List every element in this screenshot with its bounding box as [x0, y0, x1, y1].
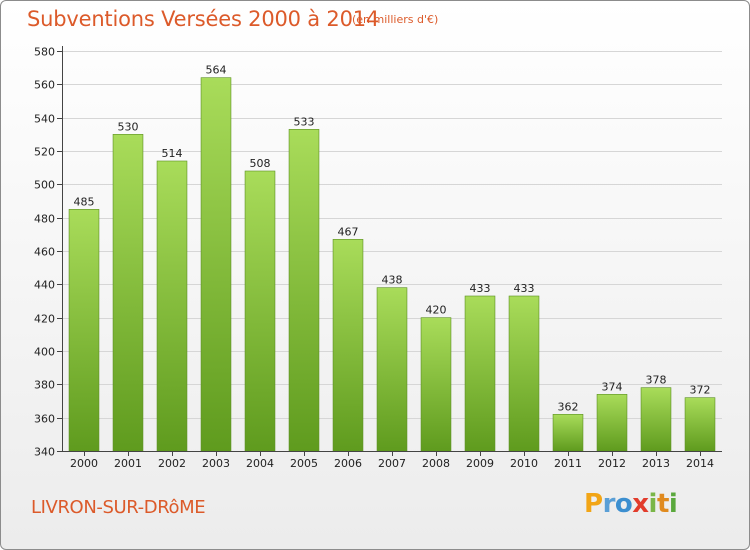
bar-value-label: 433 — [470, 282, 491, 295]
logo-letter: r — [602, 489, 616, 519]
y-tick-label: 520 — [34, 146, 55, 159]
x-tick-label: 2003 — [202, 457, 230, 470]
y-tick-label: 380 — [34, 379, 55, 392]
x-tick-label: 2002 — [158, 457, 186, 470]
bar-value-label: 533 — [294, 115, 315, 128]
bar-2006 — [332, 239, 364, 452]
bar-2010 — [508, 295, 540, 452]
x-tick-label: 2000 — [70, 457, 98, 470]
bar-value-label: 467 — [338, 225, 359, 238]
logo-letter: P — [584, 489, 603, 519]
y-tick-label: 360 — [34, 413, 55, 426]
proxiti-logo: Proxiti — [584, 489, 678, 519]
x-tick-label: 2001 — [114, 457, 142, 470]
x-tick-label: 2012 — [598, 457, 626, 470]
x-tick-label: 2005 — [290, 457, 318, 470]
logo-letter: x — [632, 489, 649, 519]
bar-2004 — [244, 170, 276, 452]
x-tick-label: 2007 — [378, 457, 406, 470]
bars: 485 530 514 564 508 533 467 438 420 433 433 362 374 3… — [68, 64, 716, 452]
bar-2009 — [464, 295, 496, 452]
bar-2012 — [596, 394, 628, 452]
units-note: (en milliers d'€) — [352, 13, 439, 26]
x-tick-label: 2004 — [246, 457, 274, 470]
bar-value-label: 485 — [74, 195, 95, 208]
bar-value-label: 514 — [162, 147, 183, 160]
y-tick-label: 480 — [34, 213, 55, 226]
bar-value-label: 433 — [514, 282, 535, 295]
bar-2013 — [640, 387, 672, 452]
bar-2002 — [156, 160, 188, 452]
y-tick-label: 580 — [34, 46, 55, 59]
x-tick-label: 2013 — [642, 457, 670, 470]
bar-value-label: 374 — [602, 380, 623, 393]
axes: 340 360 380 400 420 440 460 480 500 520 540 560 580 2… — [34, 46, 722, 470]
bar-value-label: 378 — [646, 374, 667, 387]
logo-letter: i — [648, 489, 658, 519]
x-tick-label: 2014 — [686, 457, 714, 470]
bar-value-label: 420 — [426, 304, 447, 317]
y-tick-label: 460 — [34, 246, 55, 259]
bar-value-label: 508 — [250, 157, 271, 170]
y-tick-label: 420 — [34, 313, 55, 326]
y-tick-label: 440 — [34, 279, 55, 292]
chart-title: Subventions Versées 2000 à 2014 — [27, 7, 380, 31]
bar-2014 — [684, 397, 716, 452]
logo-letter: o — [614, 489, 633, 519]
bar-2003 — [200, 77, 232, 452]
y-tick-label: 340 — [34, 446, 55, 459]
bar-value-label: 372 — [690, 384, 711, 397]
bar-value-label: 530 — [118, 120, 139, 133]
x-tick-label: 2006 — [334, 457, 362, 470]
bar-2008 — [420, 317, 452, 452]
bar-value-label: 564 — [206, 64, 227, 77]
y-tick-label: 560 — [34, 79, 55, 92]
y-tick-label: 400 — [34, 346, 55, 359]
x-tick-label: 2011 — [554, 457, 582, 470]
x-tick-label: 2008 — [422, 457, 450, 470]
bar-2000 — [68, 209, 100, 452]
y-tick-label: 500 — [34, 179, 55, 192]
bar-2011 — [552, 414, 584, 452]
commune-name: LIVRON-SUR-DRôME — [31, 497, 206, 518]
logo-letter: i — [668, 489, 678, 519]
bar-2007 — [376, 287, 408, 452]
x-tick-label: 2010 — [510, 457, 538, 470]
bar-value-label: 362 — [558, 400, 579, 413]
y-tick-label: 540 — [34, 113, 55, 126]
x-tick-label: 2009 — [466, 457, 494, 470]
bar-2001 — [112, 134, 144, 452]
logo-letter: t — [656, 489, 669, 519]
bar-2005 — [288, 129, 320, 452]
bar-value-label: 438 — [382, 274, 403, 287]
